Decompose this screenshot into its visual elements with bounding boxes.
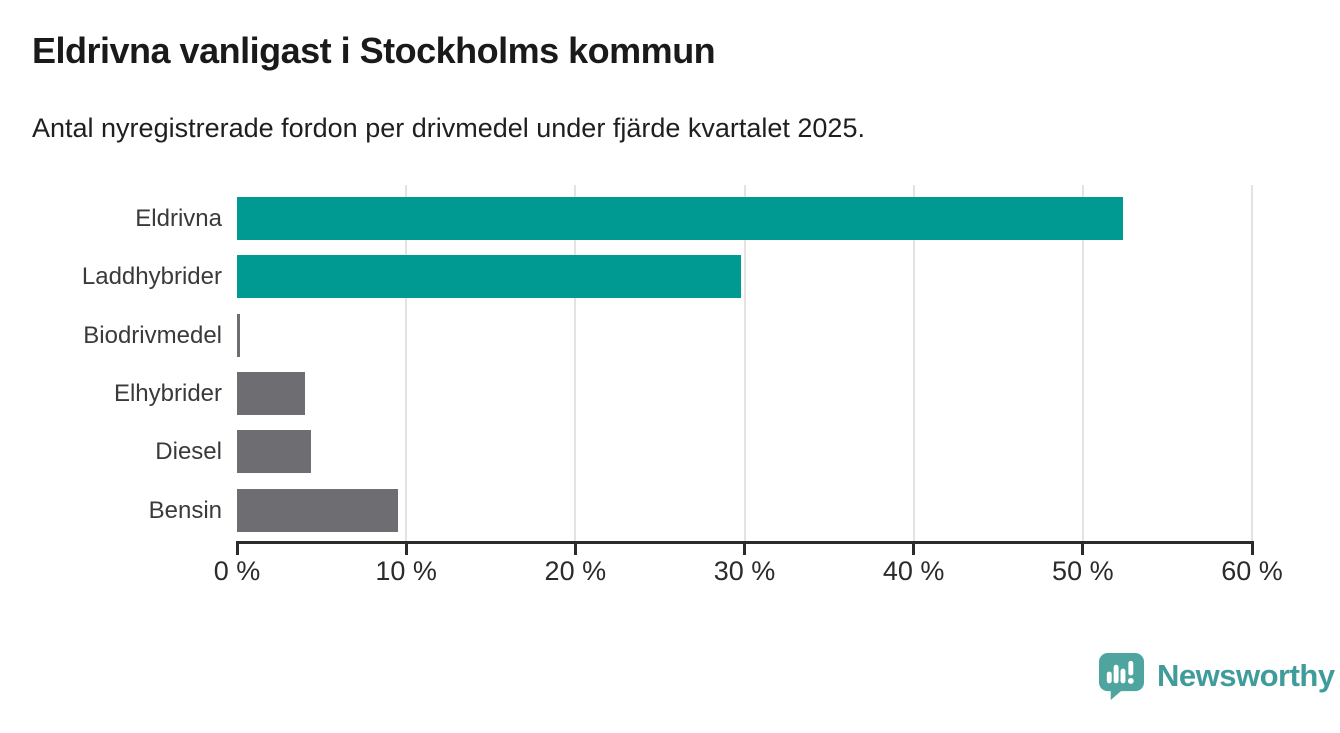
x-tick-mark-40 (912, 541, 916, 555)
x-tick-mark-50 (1081, 541, 1085, 555)
x-tick-label-40: 40 % (882, 556, 945, 586)
gridline-40 (912, 185, 915, 542)
category-label-laddhybrider: Laddhybrider (81, 263, 222, 291)
bar-diesel (237, 430, 312, 474)
x-tick-label-20: 20 % (544, 556, 607, 586)
category-label-bensin: Bensin (148, 496, 222, 524)
newsworthy-logo-text: Newsworthy (1157, 658, 1335, 693)
chart-title: Eldrivna vanligast i Stockholms kommun (32, 30, 716, 71)
gridline-30 (743, 185, 746, 542)
x-tick-label-30: 30 % (713, 556, 776, 586)
chart-subtitle: Antal nyregistrerade fordon per drivmede… (32, 113, 865, 143)
x-tick-mark-0 (235, 541, 239, 555)
bar-eldrivna (237, 197, 1124, 240)
category-label-eldrivna: Eldrivna (135, 205, 222, 232)
x-tick-mark-30 (743, 541, 746, 555)
bar-bensin (237, 488, 398, 532)
newsworthy-logo-icon (1098, 652, 1145, 700)
gridline-50 (1081, 185, 1084, 542)
bar-elhybrider (237, 371, 305, 415)
category-label-biodrivmedel: Biodrivmedel (83, 321, 222, 349)
gridline-10 (405, 185, 408, 542)
gridline-20 (574, 185, 577, 542)
bar-biodrivmedel (237, 313, 240, 357)
x-tick-label-50: 50 % (1052, 556, 1114, 586)
plot-area (237, 185, 1253, 542)
x-tick-mark-60 (1250, 541, 1254, 555)
x-tick-label-0: 0 % (213, 556, 261, 586)
gridline-60 (1251, 185, 1253, 542)
category-label-elhybrider: Elhybrider (113, 379, 222, 407)
category-label-diesel: Diesel (155, 438, 222, 466)
x-tick-label-60: 60 % (1221, 556, 1283, 586)
bar-laddhybrider (237, 255, 742, 299)
newsworthy-logo: Newsworthy (1098, 652, 1335, 700)
x-tick-label-10: 10 % (375, 556, 437, 586)
x-tick-mark-10 (404, 541, 408, 555)
x-tick-mark-20 (573, 541, 577, 555)
